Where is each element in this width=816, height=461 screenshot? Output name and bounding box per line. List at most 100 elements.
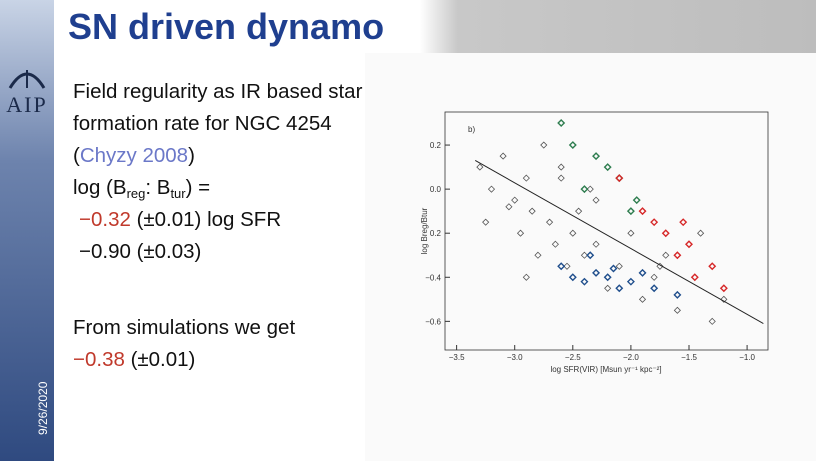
subscript: tur bbox=[170, 186, 186, 201]
text-line: −0.38 (±0.01) bbox=[73, 344, 295, 376]
point bbox=[482, 218, 490, 226]
point bbox=[661, 229, 670, 238]
text-line: −0.90 (±0.03) bbox=[73, 236, 362, 268]
point bbox=[638, 268, 647, 277]
text: ) bbox=[188, 144, 195, 167]
point bbox=[679, 218, 688, 227]
y-tick-label: −0.6 bbox=[425, 317, 441, 326]
logo-icon bbox=[8, 70, 46, 89]
plot-frame bbox=[444, 111, 769, 351]
point bbox=[650, 218, 659, 227]
text-block: Field regularity as IR based star format… bbox=[73, 76, 362, 268]
date: 9/26/2020 bbox=[36, 381, 50, 435]
text-line: Field regularity as IR based star bbox=[73, 76, 362, 108]
slide-title: SN driven dynamo bbox=[68, 6, 385, 47]
point bbox=[685, 240, 693, 249]
point bbox=[697, 229, 705, 237]
text-line: (Chyzy 2008) bbox=[73, 140, 362, 172]
text: : B bbox=[145, 176, 171, 199]
point bbox=[586, 185, 594, 193]
text: ) = bbox=[185, 176, 211, 199]
panel-label: b) bbox=[468, 125, 475, 134]
text: From simulations we get bbox=[73, 316, 296, 339]
point bbox=[609, 264, 618, 273]
text-line: From simulations we get bbox=[73, 312, 295, 344]
point bbox=[568, 273, 577, 282]
y-tick-label: 0.2 bbox=[430, 229, 442, 238]
point bbox=[708, 317, 716, 325]
y-tick-label: 0.2 bbox=[430, 141, 442, 150]
point bbox=[522, 273, 530, 281]
point bbox=[673, 290, 682, 299]
x-axis-label: log SFR(VIR) [Msun yr⁻¹ kpc⁻²] bbox=[550, 365, 661, 374]
point bbox=[627, 229, 635, 237]
point bbox=[719, 284, 728, 293]
point bbox=[540, 141, 548, 149]
point bbox=[569, 229, 577, 237]
text: log (B bbox=[73, 176, 127, 199]
point bbox=[603, 273, 612, 282]
point bbox=[487, 185, 496, 193]
text: (±0.01) log SFR bbox=[130, 208, 282, 231]
x-tick-label: −3.5 bbox=[449, 353, 465, 362]
point bbox=[476, 163, 484, 171]
point bbox=[557, 163, 565, 171]
subscript: reg bbox=[126, 186, 146, 201]
point bbox=[592, 240, 600, 248]
point bbox=[499, 152, 507, 160]
point bbox=[580, 277, 589, 286]
point bbox=[551, 240, 559, 248]
y-tick-label: 0.0 bbox=[430, 185, 442, 194]
point bbox=[720, 295, 728, 303]
point bbox=[656, 262, 664, 270]
point bbox=[604, 284, 612, 292]
chart: b) log SFR(VIR) [Msun yr⁻¹ kpc⁻²] log Br… bbox=[420, 111, 769, 374]
logo: AIP bbox=[6, 92, 48, 117]
sidebar: AIP 9/26/2020 bbox=[0, 0, 54, 461]
text-block: From simulations we get −0.38 (±0.01) bbox=[73, 312, 295, 376]
citation: Chyzy 2008 bbox=[79, 144, 189, 167]
point bbox=[662, 251, 670, 259]
point bbox=[546, 218, 554, 226]
text-line: −0.32 (±0.01) log SFR bbox=[73, 204, 362, 236]
point bbox=[592, 268, 601, 277]
point bbox=[580, 251, 588, 259]
point bbox=[615, 284, 624, 293]
point bbox=[626, 277, 635, 286]
x-tick-label: −2.0 bbox=[623, 353, 639, 362]
point bbox=[615, 262, 623, 270]
point bbox=[592, 196, 600, 204]
highlight: −0.32 bbox=[79, 208, 131, 231]
point bbox=[516, 229, 525, 237]
point bbox=[638, 295, 647, 303]
point bbox=[557, 174, 565, 182]
y-axis-label: log Breg/Btur bbox=[420, 207, 429, 254]
title-bar bbox=[54, 0, 816, 53]
point bbox=[615, 174, 624, 183]
text: −0.90 (±0.03) bbox=[79, 240, 202, 263]
point bbox=[632, 196, 641, 205]
text: (±0.01) bbox=[124, 348, 196, 371]
point bbox=[557, 262, 566, 271]
x-tick-label: −1.0 bbox=[739, 353, 755, 362]
point bbox=[568, 141, 577, 150]
text: formation rate for NGC 4254 bbox=[73, 112, 332, 135]
text: Field regularity as IR based star bbox=[73, 80, 363, 103]
point bbox=[586, 251, 595, 260]
point bbox=[505, 203, 513, 211]
point bbox=[638, 207, 647, 216]
text-line: log (Breg: Btur) = bbox=[73, 172, 362, 204]
point bbox=[708, 262, 717, 271]
point bbox=[592, 152, 601, 161]
point bbox=[580, 185, 589, 194]
x-tick-label: −2.5 bbox=[565, 353, 581, 362]
point bbox=[522, 174, 530, 182]
point bbox=[511, 196, 519, 204]
point bbox=[626, 207, 635, 216]
point bbox=[650, 273, 658, 281]
point bbox=[650, 284, 659, 293]
x-tick-label: −3.0 bbox=[507, 353, 523, 362]
point bbox=[528, 207, 536, 215]
point bbox=[673, 251, 682, 260]
point bbox=[534, 251, 542, 259]
